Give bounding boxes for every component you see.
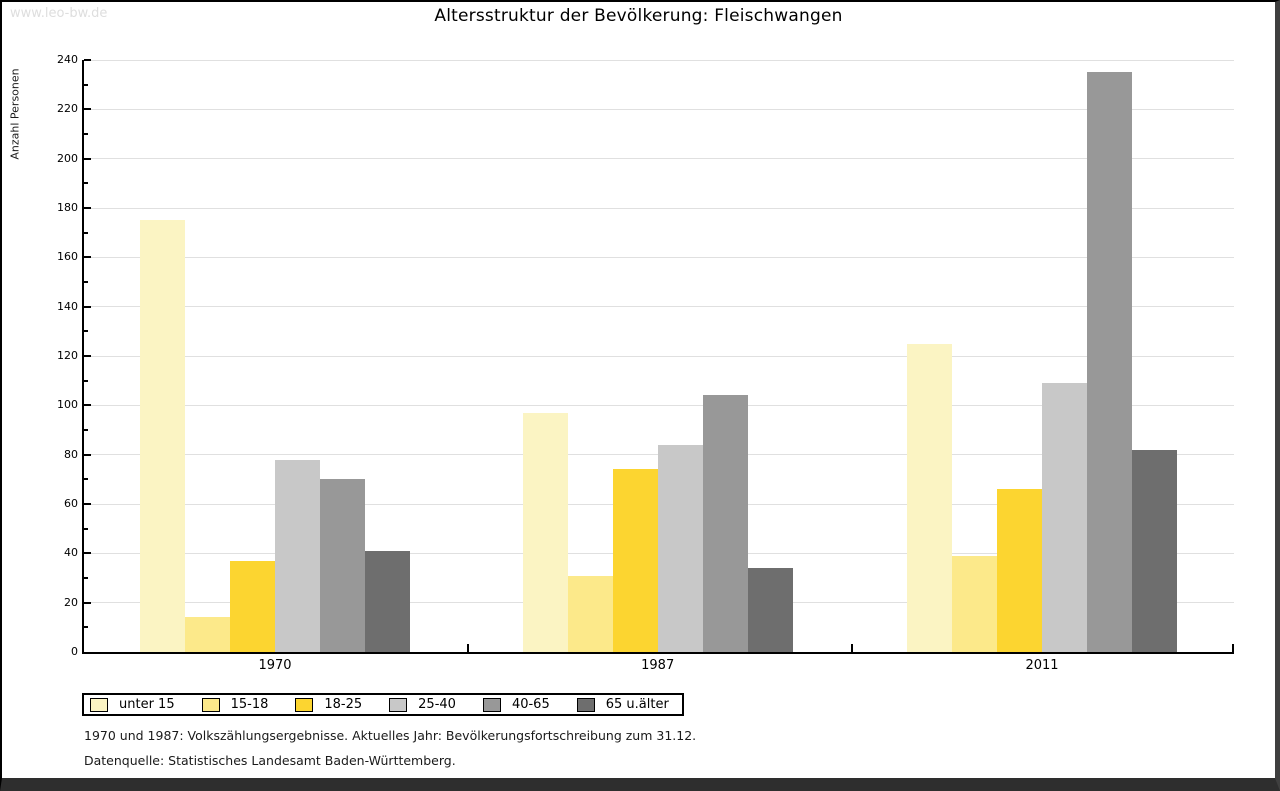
bar-1970-65-u.älter [365,550,410,652]
legend-label: 40-65 [511,697,550,712]
y-axis-tick [84,133,88,135]
bar-2011-unter-15 [907,343,952,652]
legend-swatch [90,697,108,712]
y-axis-tick [84,527,88,530]
x-category-label-1970: 1970 [258,658,292,673]
legend-item-unter-15: unter 15 [90,697,175,712]
y-axis-tick [84,404,91,407]
y-tick-label-100: 100 [57,398,78,412]
legend-item-15-18: 15-18 [201,697,269,712]
y-tick-label-140: 140 [57,299,78,313]
gridline-y-200 [84,158,1234,160]
y-tick-label-200: 200 [57,151,78,165]
bar-1987-unter-15 [522,412,568,652]
gridline-y-140 [84,306,1234,308]
y-axis-tick [84,577,88,579]
y-axis-title: Anzahl Personen [8,68,22,160]
x-category-label-2011: 2011 [1025,658,1059,673]
bar-2011-40-65 [1087,72,1132,652]
y-axis-tick [84,59,91,61]
bar-1970-40-65 [320,479,365,652]
y-axis-tick [84,330,88,333]
bar-2011-65-u.älter [1132,449,1177,652]
y-tick-label-0: 0 [71,645,78,658]
legend: unter 15 15-18 18-25 25-40 40-65 65 u.älter [82,693,684,716]
y-axis-tick [84,429,88,431]
y-axis-tick [84,108,91,111]
legend-label: 18-25 [324,697,363,712]
chart-title: Altersstruktur der Bevölkerung: Fleischw… [434,6,843,26]
legend-item-18-25: 18-25 [295,697,362,712]
x-axis-tick [850,644,853,652]
y-axis-tick [84,281,88,283]
y-axis-tick [84,157,91,160]
bar-1987-65-u.älter [747,568,793,652]
y-axis-tick [84,626,88,629]
gridline-y-160 [84,256,1234,258]
y-tick-label-120: 120 [57,349,78,362]
y-tick-label-240: 240 [57,53,78,66]
y-tick-label-80: 80 [64,447,78,461]
legend-swatch [295,697,314,712]
gridline-y-220 [84,108,1234,110]
x-category-label-1987: 1987 [641,658,675,673]
y-axis-tick [84,355,91,357]
footnote-line-2: Datenquelle: Statistisches Landesamt Bad… [84,753,456,768]
bar-2011-18-25 [997,489,1042,652]
legend-label: 25-40 [418,697,456,712]
y-axis-tick [84,601,91,604]
bar-1970-15-18 [185,617,230,652]
y-tick-label-40: 40 [64,546,78,560]
x-axis-tick [467,644,470,652]
y-tick-label-20: 20 [64,595,78,609]
gridline-y-120 [84,355,1234,357]
y-axis-tick [84,231,88,234]
bar-1970-18-25 [230,560,275,652]
legend-swatch [482,697,501,712]
bar-1970-25-40 [275,459,320,652]
bar-1987-18-25 [612,469,658,652]
bar-1987-40-65 [702,395,748,652]
legend-item-65-u.älter: 65 u.älter [576,697,669,712]
bar-1987-15-18 [567,575,613,652]
footnote-line-1: 1970 und 1987: Volkszählungsergebnisse. … [84,728,697,743]
legend-item-40-65: 40-65 [482,697,550,712]
y-axis-tick [84,305,91,308]
bar-2011-15-18 [952,555,997,652]
y-axis-tick [84,207,91,209]
gridline-y-100 [84,404,1234,406]
bar-1970-unter-15 [140,220,185,652]
y-tick-label-220: 220 [57,102,78,116]
y-axis-tick [84,379,88,382]
y-tick-label-60: 60 [64,497,78,510]
y-axis-tick [84,552,91,555]
y-axis-tick [84,478,88,481]
y-axis-tick [84,256,91,259]
y-tick-label-180: 180 [57,201,78,214]
bar-1987-25-40 [657,444,703,652]
watermark: www.leo-bw.de [10,6,108,21]
legend-swatch [201,697,220,712]
legend-item-25-40: 25-40 [389,697,456,712]
legend-swatch [576,697,595,712]
plot-area [82,59,1234,654]
legend-label: 15-18 [230,697,269,712]
bar-2011-25-40 [1042,383,1087,652]
y-axis-tick [84,83,88,86]
legend-swatch [389,697,408,712]
legend-label: 65 u.älter [605,697,669,712]
y-axis-tick [84,503,91,505]
gridline-y-240 [84,59,1234,61]
y-axis-tick [84,453,91,456]
x-axis-end-tick [1232,644,1234,652]
legend-label: unter 15 [119,697,175,712]
gridline-y-180 [84,207,1234,209]
y-tick-label-160: 160 [57,250,78,264]
y-axis-tick [84,182,88,185]
